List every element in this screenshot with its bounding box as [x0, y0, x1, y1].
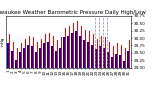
Bar [113, 46, 114, 68]
Bar [109, 42, 110, 68]
Bar [125, 48, 126, 68]
Bar [51, 46, 53, 68]
Bar [79, 36, 81, 68]
Bar [49, 33, 51, 68]
Bar [39, 48, 41, 68]
Bar [43, 43, 45, 68]
Bar [27, 45, 29, 68]
Bar [111, 57, 113, 68]
Bar [33, 37, 35, 68]
Bar [41, 39, 43, 68]
Bar [9, 34, 11, 68]
Bar [93, 34, 94, 68]
Bar [97, 39, 98, 68]
Bar [77, 21, 78, 68]
Bar [63, 37, 65, 68]
Bar [85, 30, 86, 68]
Bar [59, 48, 61, 68]
Bar [115, 54, 117, 68]
Bar [101, 36, 102, 68]
Bar [89, 31, 91, 68]
Bar [13, 42, 15, 68]
Bar [75, 31, 77, 68]
Bar [71, 33, 73, 68]
Bar [65, 28, 66, 68]
Bar [81, 25, 83, 68]
Bar [103, 48, 105, 68]
Bar [61, 37, 62, 68]
Bar [95, 49, 97, 68]
Bar [35, 52, 37, 68]
Bar [69, 25, 70, 68]
Bar [67, 36, 69, 68]
Bar [73, 23, 74, 68]
Bar [17, 48, 18, 68]
Bar [129, 40, 131, 68]
Bar [19, 52, 21, 68]
Bar [91, 45, 93, 68]
Bar [11, 51, 13, 68]
Bar [25, 39, 26, 68]
Bar [53, 36, 54, 68]
Bar [121, 45, 122, 68]
Bar [37, 42, 38, 68]
Bar [57, 40, 58, 68]
Bar [31, 46, 33, 68]
Bar [105, 37, 106, 68]
Bar [99, 46, 101, 68]
Bar [55, 51, 57, 68]
Bar [119, 55, 121, 68]
Bar [107, 52, 109, 68]
Bar [123, 61, 125, 68]
Bar [7, 43, 9, 68]
Title: Milwaukee Weather Barometric Pressure Daily High/Low: Milwaukee Weather Barometric Pressure Da… [0, 10, 146, 15]
Bar [117, 43, 118, 68]
Bar [47, 42, 49, 68]
Bar [21, 43, 22, 68]
Bar [15, 60, 17, 68]
Bar [29, 36, 30, 68]
Bar [127, 51, 129, 68]
Bar [23, 48, 25, 68]
Y-axis label: inHg: inHg [1, 37, 5, 46]
Bar [87, 42, 89, 68]
Bar [83, 40, 85, 68]
Bar [45, 34, 46, 68]
